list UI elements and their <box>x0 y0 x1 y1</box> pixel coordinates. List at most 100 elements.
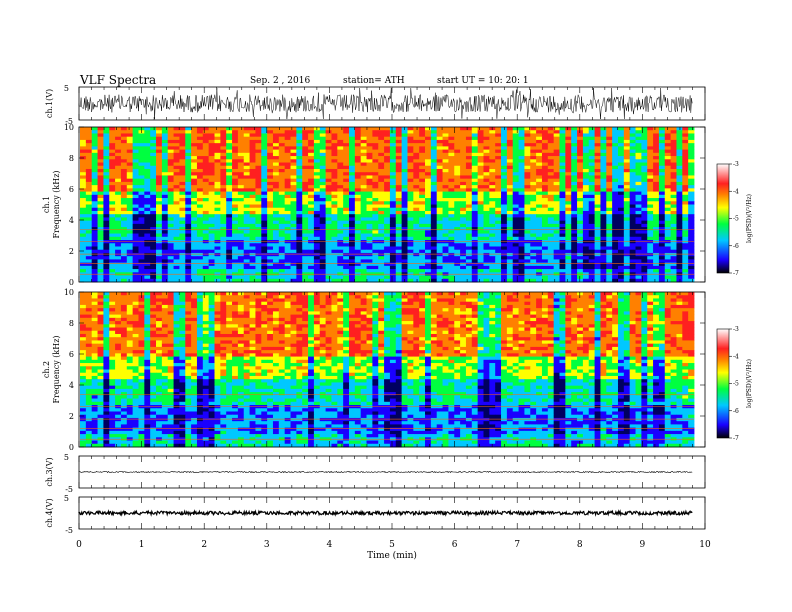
heatmap-cell <box>290 149 297 154</box>
heatmap-cell <box>196 220 204 225</box>
heatmap-cell <box>331 243 338 247</box>
heatmap-cell <box>115 130 122 134</box>
heatmap-cell <box>477 259 484 264</box>
heatmap-cell <box>226 146 233 151</box>
heatmap-cell <box>284 178 291 183</box>
heatmap-cell <box>173 236 180 241</box>
heatmap-cell <box>541 139 549 144</box>
heatmap-cell <box>308 262 315 267</box>
heatmap-cell <box>612 130 619 134</box>
heatmap-cell <box>267 252 274 257</box>
heatmap-cell <box>150 143 157 147</box>
heatmap-cell <box>553 143 560 147</box>
heatmap-cell <box>483 223 490 228</box>
heatmap-cell <box>214 214 221 218</box>
heatmap-cell <box>232 185 239 189</box>
heatmap-cell <box>559 262 566 267</box>
heatmap-cell <box>670 139 677 144</box>
heatmap-cell <box>559 210 566 215</box>
heatmap-cell <box>237 259 245 264</box>
heatmap-cell <box>319 127 326 131</box>
heatmap-cell <box>226 217 233 222</box>
heatmap-cell <box>688 223 695 228</box>
heatmap-cell <box>208 207 215 212</box>
heatmap-cell <box>477 181 484 186</box>
heatmap-cell <box>202 136 210 141</box>
heatmap-cell <box>232 149 239 154</box>
heatmap-cell <box>653 136 660 141</box>
heatmap-cell <box>161 243 169 247</box>
heatmap-cell <box>272 139 280 144</box>
heatmap-cell <box>454 146 461 151</box>
heatmap-cell <box>167 143 174 147</box>
heatmap-cell <box>670 194 677 199</box>
heatmap-cell <box>196 143 204 147</box>
heatmap-cell <box>389 181 397 186</box>
heatmap-cell <box>255 152 262 157</box>
heatmap-cell <box>366 127 373 131</box>
heatmap-cell <box>425 204 432 209</box>
heatmap-cell <box>425 210 432 215</box>
heatmap-cell <box>150 262 157 267</box>
heatmap-cell <box>483 269 490 273</box>
heatmap-cell <box>460 152 467 157</box>
heatmap-cell <box>150 252 157 257</box>
heatmap-cell <box>290 181 297 186</box>
heatmap-cell <box>150 133 157 138</box>
heatmap-cell <box>185 227 192 231</box>
heatmap-cell <box>658 236 666 241</box>
heatmap-cell <box>629 191 636 196</box>
heatmap-cell <box>582 191 590 196</box>
heatmap-cell <box>185 133 192 138</box>
heatmap-cell <box>97 243 104 247</box>
heatmap-cell <box>191 130 198 134</box>
heatmap-cell <box>664 162 672 167</box>
heatmap-cell <box>600 172 607 176</box>
heatmap-cell <box>343 162 350 167</box>
heatmap-cell <box>167 185 174 189</box>
heatmap-cell <box>471 227 479 231</box>
heatmap-cell <box>617 152 625 157</box>
heatmap-cell <box>465 178 473 183</box>
heatmap-cell <box>623 178 631 183</box>
heatmap-cell <box>296 185 303 189</box>
heatmap-cell <box>179 127 186 131</box>
heatmap-cell <box>559 146 566 151</box>
heatmap-cell <box>413 175 420 180</box>
heatmap-cell <box>588 201 595 205</box>
heatmap-cell <box>600 152 607 157</box>
heatmap-cell <box>623 194 631 199</box>
heatmap-cell <box>313 236 321 241</box>
heatmap-cell <box>214 249 221 254</box>
heatmap-cell <box>395 243 403 247</box>
heatmap-cell <box>237 168 245 173</box>
heatmap-cell <box>202 243 210 247</box>
heatmap-cell <box>688 194 695 199</box>
heatmap-cell <box>465 156 473 160</box>
heatmap-cell <box>676 149 683 154</box>
heatmap-cell <box>179 172 186 176</box>
heatmap-cell <box>559 252 566 257</box>
heatmap-cell <box>688 168 695 173</box>
heatmap-cell <box>120 139 128 144</box>
heatmap-cell <box>647 149 654 154</box>
heatmap-cell <box>530 130 537 134</box>
heatmap-cell <box>577 252 584 257</box>
heatmap-cell <box>191 275 198 280</box>
heatmap-cell <box>220 175 227 180</box>
heatmap-cell <box>120 133 128 138</box>
heatmap-cell <box>489 136 496 141</box>
heatmap-cell <box>430 217 438 222</box>
heatmap-cell <box>80 162 87 167</box>
heatmap-cell <box>670 133 677 138</box>
heatmap-cell <box>173 168 180 173</box>
heatmap-cell <box>506 191 514 196</box>
heatmap-cell <box>682 256 689 260</box>
heatmap-cell <box>120 130 128 134</box>
heatmap-cell <box>337 162 344 167</box>
heatmap-cell <box>682 214 689 218</box>
heatmap-cell <box>547 181 555 186</box>
heatmap-cell <box>331 143 338 147</box>
heatmap-cell <box>85 162 93 167</box>
heatmap-cell <box>594 210 601 215</box>
